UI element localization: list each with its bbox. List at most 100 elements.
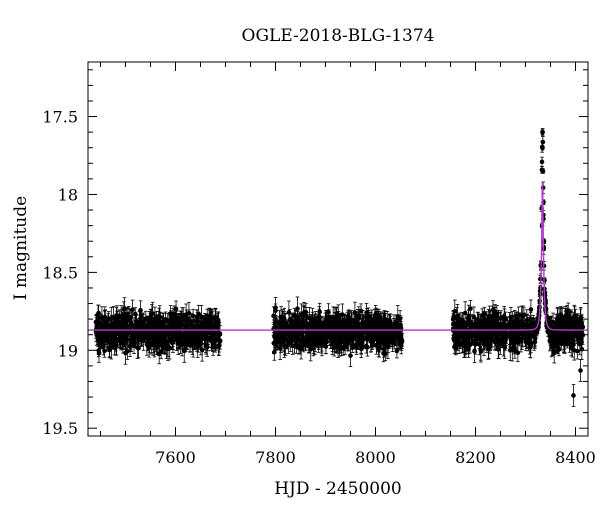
data-point: [308, 323, 314, 328]
data-point: [282, 343, 287, 349]
data-point: [388, 323, 393, 328]
data-point: [382, 351, 388, 357]
data-point: [395, 314, 401, 319]
data-point: [203, 343, 209, 349]
data-point: [130, 307, 135, 312]
data-point: [273, 326, 279, 332]
data-point: [324, 316, 329, 322]
data-point: [94, 322, 100, 327]
data-point: [341, 331, 346, 337]
data-point: [355, 331, 361, 337]
data-point: [295, 306, 300, 311]
data-point: [375, 339, 381, 344]
data-point: [271, 313, 276, 319]
data-point: [287, 333, 293, 339]
data-point: [319, 341, 325, 347]
data-point: [190, 313, 196, 319]
data-point: [213, 323, 219, 329]
data-point: [168, 317, 174, 322]
data-point: [289, 318, 294, 324]
data-point: [297, 320, 302, 326]
data-point: [314, 338, 320, 344]
data-point: [123, 350, 128, 356]
data-point: [394, 348, 400, 354]
data-point: [97, 338, 103, 344]
data-point: [135, 334, 140, 339]
data-point: [213, 315, 218, 321]
data-point: [190, 341, 195, 346]
data-point: [216, 344, 221, 349]
data-point: [359, 331, 365, 337]
data-point: [285, 324, 290, 330]
plot-area: [88, 128, 588, 407]
data-point: [162, 325, 167, 330]
data-point: [359, 343, 364, 349]
data-point: [123, 320, 128, 326]
data-point: [210, 330, 216, 335]
data-point: [318, 324, 324, 330]
data-point: [194, 331, 200, 337]
data-point: [364, 310, 369, 315]
data-point: [348, 325, 354, 331]
data-point: [176, 325, 182, 331]
chart-title: OGLE-2018-BLG-1374: [242, 26, 435, 46]
data-point: [392, 324, 397, 329]
data-point: [394, 330, 400, 336]
data-point: [111, 336, 116, 342]
data-point: [273, 305, 278, 311]
data-point: [182, 330, 187, 336]
data-point: [171, 311, 177, 317]
data-point: [161, 330, 167, 336]
data-point: [102, 348, 107, 354]
data-point: [120, 323, 125, 328]
data-point: [111, 315, 116, 321]
data-point: [117, 313, 122, 319]
data-point: [335, 334, 341, 340]
data-point: [138, 322, 144, 328]
data-point: [332, 331, 338, 336]
data-point: [300, 336, 306, 342]
data-point: [293, 319, 298, 325]
data-point: [383, 338, 389, 343]
data-point: [148, 313, 154, 319]
data-point: [383, 318, 388, 324]
data-point: [293, 332, 299, 338]
data-point: [323, 340, 329, 345]
data-point: [107, 340, 113, 346]
data-point: [174, 336, 179, 342]
data-point: [300, 317, 305, 323]
data-point: [366, 324, 372, 330]
data-point: [119, 338, 125, 343]
data-point: [330, 315, 336, 320]
data-point: [128, 339, 134, 345]
data-point: [199, 324, 204, 329]
data-point: [351, 335, 357, 341]
data-point: [108, 332, 114, 337]
data-point: [132, 311, 138, 317]
data-point: [121, 306, 127, 312]
data-point: [114, 343, 119, 348]
data-point: [390, 337, 395, 343]
data-point: [164, 340, 169, 346]
data-point: [127, 344, 133, 349]
data-point: [376, 317, 381, 323]
data-point: [277, 319, 282, 325]
data-point: [355, 322, 361, 327]
data-point: [202, 317, 208, 322]
data-point: [281, 334, 286, 339]
data-point: [179, 323, 185, 328]
data-point: [278, 314, 284, 320]
data-point: [315, 320, 321, 326]
data-point: [186, 316, 192, 322]
data-point: [94, 332, 100, 338]
data-point: [397, 340, 403, 346]
data-point: [171, 329, 177, 335]
data-point: [116, 331, 121, 337]
data-point: [326, 309, 331, 315]
data-point: [398, 334, 404, 340]
data-point: [370, 334, 376, 340]
data-point: [157, 326, 162, 332]
data-point: [194, 314, 200, 319]
data-point: [149, 330, 155, 335]
